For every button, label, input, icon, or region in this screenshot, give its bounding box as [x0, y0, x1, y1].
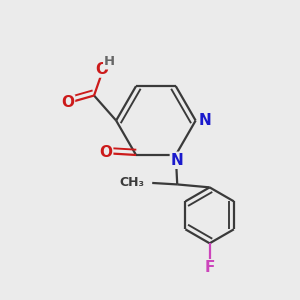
- Text: N: N: [199, 113, 212, 128]
- Text: CH₃: CH₃: [120, 176, 145, 189]
- Text: O: O: [99, 146, 112, 160]
- Text: N: N: [171, 153, 184, 168]
- Text: O: O: [95, 61, 109, 76]
- Text: O: O: [61, 95, 74, 110]
- Text: F: F: [204, 260, 215, 275]
- Text: H: H: [104, 56, 115, 68]
